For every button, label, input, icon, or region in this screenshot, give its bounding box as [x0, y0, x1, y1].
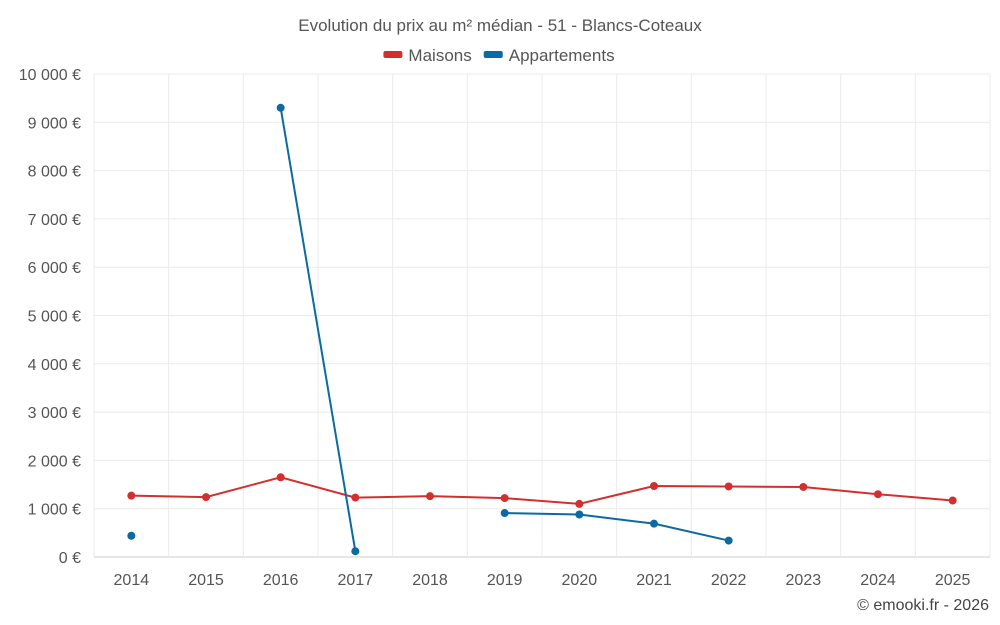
y-tick-label: 0 € [59, 550, 81, 567]
x-tick-label: 2021 [636, 572, 672, 589]
data-point[interactable] [426, 492, 434, 501]
y-tick-label: 8 000 € [28, 164, 81, 181]
y-tick-label: 10 000 € [19, 67, 81, 84]
x-tick-label: 2019 [487, 572, 523, 589]
x-tick-label: 2025 [935, 572, 971, 589]
x-axis: 2014 2015 2016 2017 2018 2019 2020 2021 2022 2023… [114, 572, 971, 589]
data-point[interactable] [874, 490, 882, 499]
y-tick-label: 5 000 € [28, 309, 81, 326]
data-point[interactable] [276, 103, 285, 112]
data-point[interactable] [202, 493, 210, 502]
data-point[interactable] [276, 473, 285, 482]
data-point[interactable] [351, 493, 360, 502]
legend: Maisons Appartements [383, 46, 615, 65]
series-maisons [127, 473, 957, 508]
legend-label: Maisons [408, 46, 471, 65]
y-tick-label: 9 000 € [28, 115, 81, 132]
data-point[interactable] [650, 481, 658, 490]
x-tick-label: 2016 [263, 572, 299, 589]
data-point[interactable] [127, 531, 136, 540]
data-point[interactable] [575, 510, 584, 519]
x-tick-label: 2023 [786, 572, 822, 589]
y-tick-label: 6 000 € [28, 260, 81, 277]
y-tick-label: 3 000 € [28, 405, 81, 422]
y-tick-label: 7 000 € [28, 212, 81, 229]
data-point[interactable] [724, 482, 733, 491]
x-tick-label: 2024 [860, 572, 896, 589]
x-tick-label: 2022 [711, 572, 747, 589]
y-tick-label: 1 000 € [28, 502, 81, 519]
x-tick-label: 2017 [338, 572, 374, 589]
chart-title: Evolution du prix au m² médian - 51 - Bl… [298, 16, 702, 35]
x-tick-label: 2015 [188, 572, 224, 589]
data-point[interactable] [500, 509, 509, 518]
data-point[interactable] [724, 536, 733, 545]
data-point[interactable] [799, 482, 808, 491]
x-tick-label: 2018 [412, 572, 448, 589]
data-point[interactable] [575, 499, 584, 508]
data-point[interactable] [650, 519, 658, 528]
series-appartements [127, 103, 733, 556]
x-tick-label: 2014 [114, 572, 150, 589]
legend-swatch[interactable] [383, 51, 403, 58]
series-line [504, 512, 729, 542]
grid [93, 73, 991, 558]
series-line [279, 107, 357, 552]
data-point[interactable] [127, 491, 136, 500]
y-tick-label: 2 000 € [28, 453, 81, 470]
credit: © emooki.fr - 2026 [857, 597, 989, 614]
series-line [131, 476, 953, 505]
legend-swatch[interactable] [483, 51, 503, 58]
series-layer [127, 103, 957, 556]
data-point[interactable] [500, 494, 509, 503]
y-axis: 0 € 1 000 € 2 000 € 3 000 € 4 000 € 5 000 € 6 … [19, 67, 81, 567]
data-point[interactable] [948, 496, 957, 505]
legend-label: Appartements [509, 46, 615, 65]
data-point[interactable] [351, 547, 360, 556]
y-tick-label: 4 000 € [28, 357, 81, 374]
x-tick-label: 2020 [562, 572, 598, 589]
